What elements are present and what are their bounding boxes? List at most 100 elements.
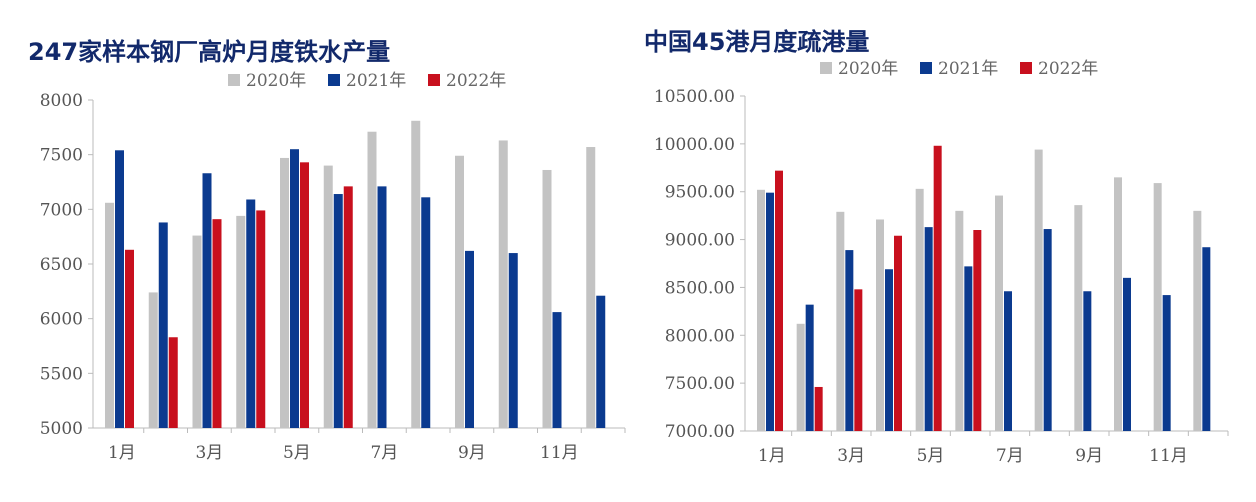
legend-label: 2022年 xyxy=(1038,59,1098,79)
x-tick-label: 9月 xyxy=(458,443,486,463)
bar-2020年 xyxy=(542,169,552,428)
bar-2021年 xyxy=(924,227,933,431)
y-tick-label: 9500.00 xyxy=(665,183,735,203)
bar-2020年 xyxy=(955,210,964,431)
bar-2022年 xyxy=(300,162,309,428)
bar-2021年 xyxy=(1123,277,1131,431)
bar-2022年 xyxy=(933,145,942,431)
bar-2022年 xyxy=(814,386,823,431)
bar-2021年 xyxy=(421,197,431,428)
x-tick-label: 3月 xyxy=(837,446,865,466)
bar-2022年 xyxy=(973,230,982,431)
bar-2022年 xyxy=(894,235,902,431)
bar-2021年 xyxy=(246,199,256,428)
bar-2020年 xyxy=(323,165,333,428)
y-tick-label: 10500.00 xyxy=(654,87,735,107)
x-tick-label: 5月 xyxy=(283,443,311,463)
bar-2022年 xyxy=(343,186,353,428)
bar-2020年 xyxy=(455,155,464,428)
bar-2020年 xyxy=(148,292,158,428)
bar-2022年 xyxy=(854,289,863,431)
legend-swatch xyxy=(1020,62,1032,74)
legend-swatch xyxy=(920,62,932,74)
bar-2020年 xyxy=(836,211,845,431)
legend-swatch xyxy=(428,74,440,86)
bar-2021年 xyxy=(845,250,854,431)
legend-label: 2021年 xyxy=(346,71,406,91)
bar-2021年 xyxy=(158,222,168,428)
bar-2020年 xyxy=(192,235,202,428)
x-tick-label: 5月 xyxy=(917,446,945,466)
bar-2020年 xyxy=(411,120,421,429)
bar-2020年 xyxy=(280,157,289,429)
bar-2020年 xyxy=(236,215,246,428)
y-tick-label: 6000 xyxy=(40,310,83,330)
x-tick-label: 7月 xyxy=(370,443,398,463)
legend-label: 2022年 xyxy=(446,71,506,91)
bar-2021年 xyxy=(508,253,518,428)
y-tick-label: 8000 xyxy=(40,91,83,111)
bar-2021年 xyxy=(1083,291,1092,431)
bar-2021年 xyxy=(885,269,893,431)
chart-title-right: 中国45港月度疏港量 xyxy=(644,28,870,56)
bar-2020年 xyxy=(757,189,765,431)
bar-2020年 xyxy=(498,140,508,428)
legend-label: 2020年 xyxy=(246,71,306,91)
bar-2021年 xyxy=(1043,229,1052,431)
bar-2021年 xyxy=(377,186,387,428)
bar-2021年 xyxy=(115,150,124,428)
bar-2020年 xyxy=(586,147,596,428)
x-tick-label: 9月 xyxy=(1075,446,1103,466)
bar-2022年 xyxy=(775,170,783,431)
bar-2020年 xyxy=(1114,177,1122,431)
chart-title-left: 247家样本钢厂高炉月度铁水产量 xyxy=(28,38,391,66)
bar-2021年 xyxy=(1004,291,1012,431)
bar-2021年 xyxy=(596,295,606,428)
y-tick-label: 7500 xyxy=(40,146,83,166)
bar-2021年 xyxy=(202,173,212,428)
bar-2020年 xyxy=(1193,210,1202,431)
bar-2021年 xyxy=(333,194,343,428)
x-tick-label: 3月 xyxy=(195,443,223,463)
bar-2021年 xyxy=(766,192,774,431)
bar-2022年 xyxy=(212,219,222,428)
y-tick-label: 9000.00 xyxy=(665,231,735,251)
bar-2021年 xyxy=(1202,247,1211,431)
legend-label: 2021年 xyxy=(938,59,998,79)
bar-2021年 xyxy=(552,312,562,428)
y-tick-label: 7000.00 xyxy=(665,422,735,442)
y-tick-label: 10000.00 xyxy=(654,135,735,155)
y-tick-label: 5500 xyxy=(40,364,83,384)
bar-2020年 xyxy=(105,202,114,428)
legend-swatch xyxy=(820,62,832,74)
bar-2020年 xyxy=(1074,205,1083,431)
bar-2021年 xyxy=(465,250,474,428)
legend-swatch xyxy=(328,74,340,86)
bar-2021年 xyxy=(964,266,973,431)
y-tick-label: 7500.00 xyxy=(665,374,735,394)
bar-2021年 xyxy=(1162,295,1171,431)
bar-2020年 xyxy=(995,195,1003,431)
bar-2022年 xyxy=(256,210,266,428)
bar-2020年 xyxy=(915,188,924,431)
bar-2020年 xyxy=(1034,149,1043,431)
bar-2020年 xyxy=(876,219,884,431)
x-tick-label: 7月 xyxy=(996,446,1024,466)
y-tick-label: 8500.00 xyxy=(665,278,735,298)
bar-2022年 xyxy=(125,249,134,428)
legend-label: 2020年 xyxy=(838,59,898,79)
x-tick-label: 1月 xyxy=(758,446,786,466)
bar-2020年 xyxy=(367,131,377,428)
x-tick-label: 11月 xyxy=(540,443,579,463)
x-tick-label: 11月 xyxy=(1149,446,1188,466)
y-tick-label: 5000 xyxy=(40,419,83,439)
bar-2020年 xyxy=(796,323,805,431)
y-tick-label: 7000 xyxy=(40,200,83,220)
y-tick-label: 6500 xyxy=(40,255,83,275)
bar-2022年 xyxy=(168,337,178,428)
bar-2021年 xyxy=(290,149,299,428)
bar-2020年 xyxy=(1153,183,1162,431)
x-tick-label: 1月 xyxy=(108,443,136,463)
y-tick-label: 8000.00 xyxy=(665,326,735,346)
